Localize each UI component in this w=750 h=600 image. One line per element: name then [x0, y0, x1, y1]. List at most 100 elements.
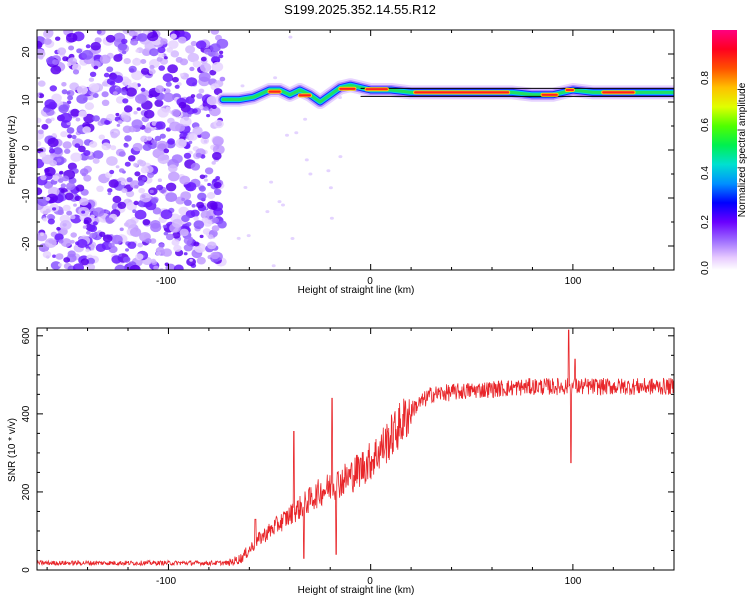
noise-blob: [189, 258, 193, 262]
noise-blob: [140, 135, 149, 143]
noise-blob: [149, 64, 155, 70]
noise-blob: [108, 179, 119, 188]
noise-blob: [88, 83, 100, 93]
noise-blob: [96, 30, 102, 35]
noise-blob: [120, 180, 126, 186]
noise-blob: [61, 89, 68, 95]
noise-blob: [186, 222, 192, 227]
noise-blob-faint: [288, 35, 293, 39]
noise-blob: [74, 143, 81, 148]
noise-blob: [90, 247, 95, 251]
noise-blob: [170, 50, 180, 58]
noise-blob: [148, 94, 154, 98]
noise-blob: [138, 160, 147, 167]
noise-blob: [66, 91, 71, 95]
noise-blob: [85, 44, 91, 49]
noise-blob: [190, 40, 198, 47]
noise-blob: [131, 119, 143, 129]
noise-blob: [91, 60, 101, 69]
noise-field: [37, 30, 343, 270]
noise-blob: [44, 238, 57, 248]
noise-blob: [142, 177, 147, 181]
noise-blob: [84, 102, 95, 110]
noise-blob: [92, 150, 104, 160]
snr-ytick-2: 200: [21, 483, 32, 500]
noise-blob: [196, 93, 203, 99]
noise-blob: [168, 171, 180, 182]
noise-blob: [121, 38, 128, 44]
noise-blob: [195, 152, 202, 158]
noise-blob-faint: [285, 133, 289, 137]
noise-blob: [89, 71, 97, 78]
noise-blob: [170, 33, 177, 40]
noise-blob: [124, 78, 132, 85]
noise-blob: [124, 135, 132, 142]
noise-blob: [200, 62, 212, 73]
noise-blob: [132, 58, 142, 66]
noise-blob: [174, 84, 180, 89]
noise-blob: [156, 184, 164, 191]
noise-blob: [193, 220, 205, 230]
noise-blob: [78, 110, 88, 118]
noise-blob: [147, 172, 154, 179]
noise-blob: [155, 121, 166, 130]
noise-blob: [70, 239, 75, 244]
spectrogram-ytick-5: 20: [21, 46, 32, 58]
noise-blob: [153, 265, 159, 270]
noise-blob: [118, 253, 123, 257]
noise-blob: [50, 261, 62, 270]
noise-blob: [219, 50, 224, 55]
spectrogram-ytick-2: -10: [21, 188, 32, 203]
noise-blob: [57, 47, 67, 55]
noise-blob: [133, 200, 139, 206]
noise-blob: [81, 172, 87, 177]
noise-blob: [114, 264, 126, 270]
noise-blob: [104, 120, 111, 125]
noise-blob: [50, 65, 62, 75]
noise-blob: [88, 77, 95, 82]
noise-blob: [171, 218, 183, 228]
noise-blob: [211, 161, 216, 165]
noise-blob: [207, 182, 212, 187]
noise-blob: [117, 42, 128, 51]
noise-blob: [195, 40, 207, 50]
noise-blob: [40, 232, 44, 236]
noise-blob: [201, 217, 209, 224]
noise-blob: [99, 231, 106, 237]
noise-blob: [47, 137, 59, 148]
noise-blob: [200, 56, 207, 62]
noise-blob: [169, 121, 182, 132]
noise-blob: [162, 224, 168, 229]
noise-blob: [199, 174, 206, 180]
noise-blob: [196, 256, 206, 265]
noise-blob: [202, 228, 211, 235]
noise-blob: [209, 69, 217, 76]
noise-blob: [203, 48, 212, 55]
noise-blob: [81, 49, 94, 60]
noise-blob: [82, 126, 91, 134]
noise-blob: [125, 87, 137, 97]
noise-blob: [211, 104, 217, 110]
noise-blob: [67, 95, 74, 101]
noise-blob: [136, 107, 141, 111]
noise-blob: [162, 73, 174, 83]
noise-blob: [165, 233, 174, 241]
noise-blob: [37, 232, 48, 242]
noise-blob: [117, 201, 127, 209]
noise-blob: [155, 85, 165, 94]
noise-blob: [173, 264, 184, 270]
spectrogram-xtick-1: -100: [156, 276, 176, 287]
noise-blob: [96, 185, 104, 192]
noise-blob: [135, 49, 140, 53]
noise-blob: [105, 217, 114, 224]
noise-blob: [37, 93, 40, 98]
noise-blob: [213, 178, 218, 183]
noise-blob: [47, 218, 55, 225]
noise-blob: [92, 221, 98, 226]
noise-blob: [122, 98, 129, 104]
noise-blob: [206, 200, 218, 210]
noise-blob: [143, 109, 155, 119]
noise-blob: [206, 95, 219, 106]
noise-blob: [41, 123, 49, 130]
noise-blob: [110, 132, 119, 139]
